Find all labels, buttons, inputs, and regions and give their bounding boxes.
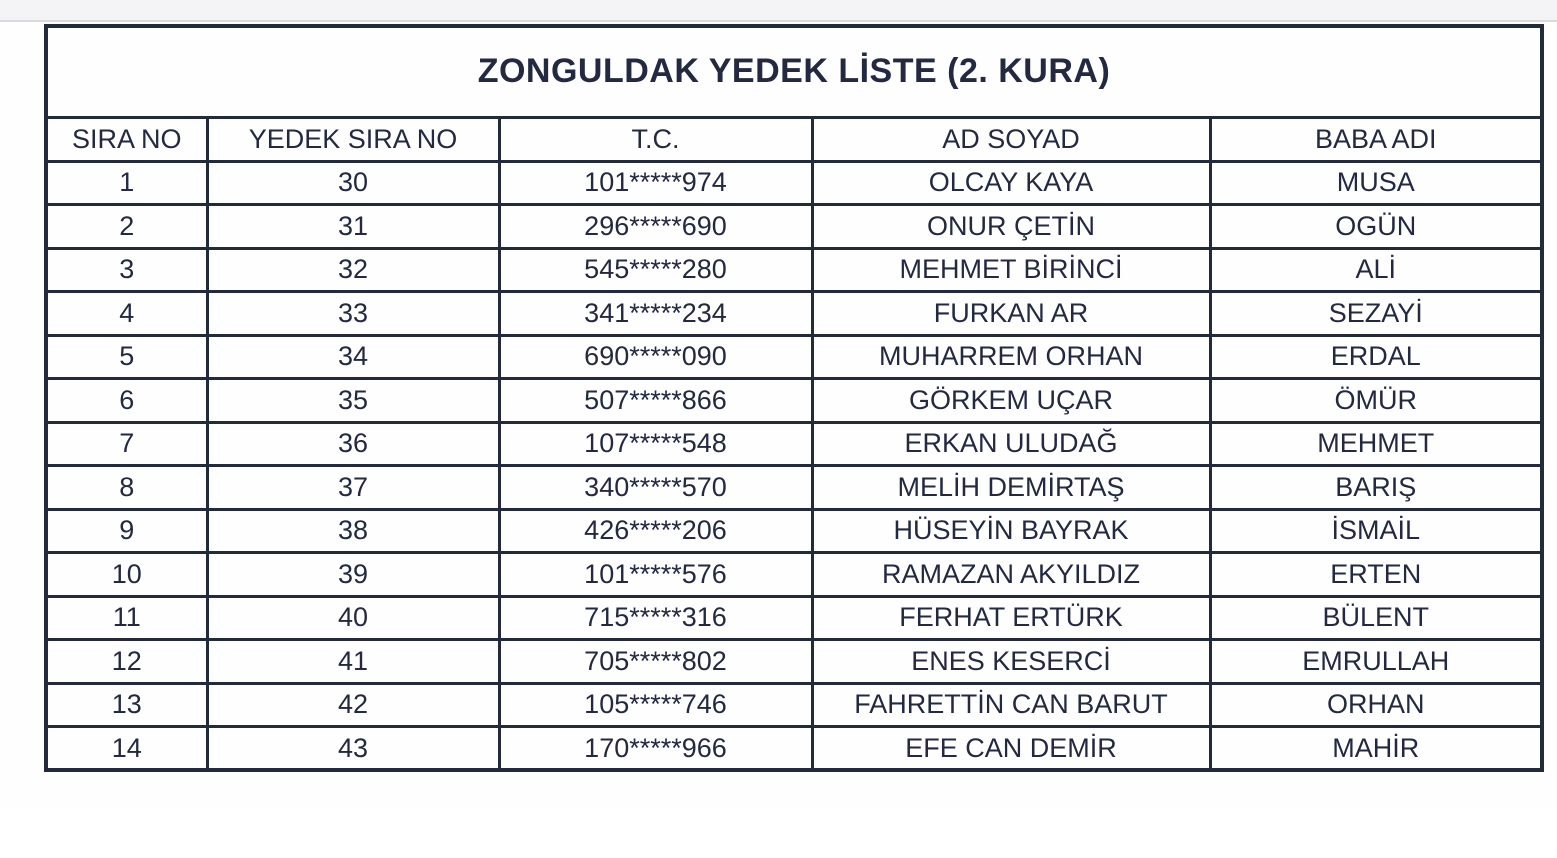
cell-tc: 341*****234 (497, 290, 814, 337)
table-title: ZONGULDAK YEDEK LİSTE (2. KURA) (44, 24, 1544, 119)
cell-baba-adi: MEHMET (1208, 420, 1544, 467)
cell-ad-soyad: EFE CAN DEMİR (810, 725, 1212, 772)
cell-sira-no: 11 (44, 594, 209, 641)
cell-tc: 715*****316 (497, 594, 814, 641)
cell-yedek-sira-no: 43 (205, 725, 501, 772)
cell-sira-no: 5 (44, 333, 209, 380)
cell-yedek-sira-no: 32 (205, 246, 501, 293)
cell-ad-soyad: FURKAN AR (810, 290, 1212, 337)
cell-tc: 426*****206 (497, 507, 814, 554)
cell-baba-adi: ERDAL (1208, 333, 1544, 380)
cell-yedek-sira-no: 36 (205, 420, 501, 467)
table-row: 11 40 715*****316 FERHAT ERTÜRK BÜLENT (44, 594, 1544, 641)
cell-ad-soyad: HÜSEYİN BAYRAK (810, 507, 1212, 554)
column-header-sira-no: SIRA NO (44, 115, 209, 163)
cell-tc: 101*****576 (497, 551, 814, 598)
cell-yedek-sira-no: 34 (205, 333, 501, 380)
table-row: 9 38 426*****206 HÜSEYİN BAYRAK İSMAİL (44, 507, 1544, 554)
cell-baba-adi: BÜLENT (1208, 594, 1544, 641)
cell-yedek-sira-no: 33 (205, 290, 501, 337)
cell-tc: 107*****548 (497, 420, 814, 467)
cell-yedek-sira-no: 42 (205, 681, 501, 728)
cell-ad-soyad: GÖRKEM UÇAR (810, 377, 1212, 424)
cell-baba-adi: İSMAİL (1208, 507, 1544, 554)
cell-baba-adi: OGÜN (1208, 203, 1544, 250)
cell-sira-no: 1 (44, 159, 209, 206)
yedek-liste-table: ZONGULDAK YEDEK LİSTE (2. KURA) SIRA NO … (44, 24, 1545, 772)
cell-yedek-sira-no: 31 (205, 203, 501, 250)
cell-ad-soyad: ONUR ÇETİN (810, 203, 1212, 250)
cell-tc: 690*****090 (497, 333, 814, 380)
cell-baba-adi: BARIŞ (1208, 464, 1544, 511)
cell-sira-no: 4 (44, 290, 209, 337)
document-page: ZONGULDAK YEDEK LİSTE (2. KURA) SIRA NO … (0, 22, 1557, 808)
cell-ad-soyad: FERHAT ERTÜRK (810, 594, 1212, 641)
column-header-baba-adi: BABA ADI (1208, 115, 1544, 163)
table-row: 8 37 340*****570 MELİH DEMİRTAŞ BARIŞ (44, 464, 1544, 511)
table-row: 5 34 690*****090 MUHARREM ORHAN ERDAL (44, 333, 1544, 380)
cell-yedek-sira-no: 30 (205, 159, 501, 206)
cell-sira-no: 14 (44, 725, 209, 772)
cell-tc: 101*****974 (497, 159, 814, 206)
table-row: 7 36 107*****548 ERKAN ULUDAĞ MEHMET (44, 420, 1544, 467)
cell-baba-adi: SEZAYİ (1208, 290, 1544, 337)
cell-baba-adi: ERTEN (1208, 551, 1544, 598)
cell-sira-no: 8 (44, 464, 209, 511)
table-header-row: SIRA NO YEDEK SIRA NO T.C. AD SOYAD BABA… (44, 115, 1544, 163)
cell-tc: 296*****690 (497, 203, 814, 250)
column-header-ad-soyad: AD SOYAD (810, 115, 1212, 163)
cell-baba-adi: ALİ (1208, 246, 1544, 293)
browser-top-strip (0, 0, 1557, 22)
cell-yedek-sira-no: 38 (205, 507, 501, 554)
table-body: 1 30 101*****974 OLCAY KAYA MUSA 2 31 296*****6… (44, 159, 1544, 772)
cell-sira-no: 9 (44, 507, 209, 554)
cell-tc: 545*****280 (497, 246, 814, 293)
table-row: 12 41 705*****802 ENES KESERCİ EMRULLAH (44, 638, 1544, 685)
cell-ad-soyad: MEHMET BİRİNCİ (810, 246, 1212, 293)
cell-sira-no: 10 (44, 551, 209, 598)
table-row: 2 31 296*****690 ONUR ÇETİN OGÜN (44, 203, 1544, 250)
cell-tc: 507*****866 (497, 377, 814, 424)
cell-sira-no: 7 (44, 420, 209, 467)
cell-ad-soyad: ERKAN ULUDAĞ (810, 420, 1212, 467)
cell-tc: 170*****966 (497, 725, 814, 772)
table-row: 1 30 101*****974 OLCAY KAYA MUSA (44, 159, 1544, 206)
cell-ad-soyad: MELİH DEMİRTAŞ (810, 464, 1212, 511)
table-row: 4 33 341*****234 FURKAN AR SEZAYİ (44, 290, 1544, 337)
cell-ad-soyad: RAMAZAN AKYILDIZ (810, 551, 1212, 598)
table-row: 10 39 101*****576 RAMAZAN AKYILDIZ ERTEN (44, 551, 1544, 598)
cell-baba-adi: EMRULLAH (1208, 638, 1544, 685)
cell-yedek-sira-no: 40 (205, 594, 501, 641)
cell-yedek-sira-no: 35 (205, 377, 501, 424)
cell-baba-adi: ORHAN (1208, 681, 1544, 728)
cell-ad-soyad: FAHRETTİN CAN BARUT (810, 681, 1212, 728)
cell-sira-no: 6 (44, 377, 209, 424)
table-row: 13 42 105*****746 FAHRETTİN CAN BARUT ORHAN (44, 681, 1544, 728)
table-row: 6 35 507*****866 GÖRKEM UÇAR ÖMÜR (44, 377, 1544, 424)
cell-baba-adi: MUSA (1208, 159, 1544, 206)
cell-baba-adi: MAHİR (1208, 725, 1544, 772)
cell-sira-no: 2 (44, 203, 209, 250)
cell-sira-no: 12 (44, 638, 209, 685)
cell-ad-soyad: MUHARREM ORHAN (810, 333, 1212, 380)
cell-yedek-sira-no: 41 (205, 638, 501, 685)
cell-sira-no: 3 (44, 246, 209, 293)
column-header-tc: T.C. (497, 115, 814, 163)
cell-baba-adi: ÖMÜR (1208, 377, 1544, 424)
cell-yedek-sira-no: 37 (205, 464, 501, 511)
table-title-row: ZONGULDAK YEDEK LİSTE (2. KURA) (44, 24, 1544, 119)
table-row: 14 43 170*****966 EFE CAN DEMİR MAHİR (44, 725, 1544, 772)
cell-tc: 705*****802 (497, 638, 814, 685)
cell-tc: 105*****746 (497, 681, 814, 728)
column-header-yedek-sira-no: YEDEK SIRA NO (205, 115, 501, 163)
cell-tc: 340*****570 (497, 464, 814, 511)
cell-yedek-sira-no: 39 (205, 551, 501, 598)
cell-ad-soyad: OLCAY KAYA (810, 159, 1212, 206)
cell-ad-soyad: ENES KESERCİ (810, 638, 1212, 685)
table-row: 3 32 545*****280 MEHMET BİRİNCİ ALİ (44, 246, 1544, 293)
cell-sira-no: 13 (44, 681, 209, 728)
